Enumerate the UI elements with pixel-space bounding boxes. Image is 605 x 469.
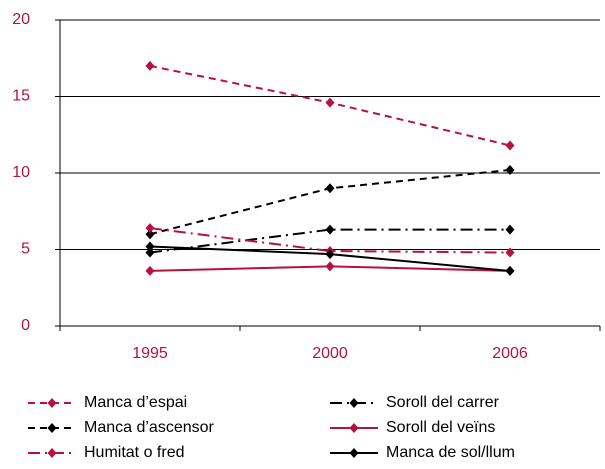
point — [145, 247, 155, 258]
y-tick-label: 20 — [12, 11, 30, 28]
x-tick-label: 1995 — [132, 345, 168, 362]
point — [145, 265, 155, 276]
point — [145, 60, 155, 71]
point — [325, 261, 335, 272]
legend-marker — [47, 448, 57, 458]
point — [325, 183, 335, 194]
legend-marker — [47, 398, 57, 408]
point — [145, 241, 155, 252]
point — [505, 140, 515, 151]
x-tick-label: 2000 — [312, 345, 348, 362]
point — [325, 224, 335, 235]
point — [505, 224, 515, 235]
legend-marker — [349, 423, 359, 433]
x-tick-label: 2006 — [492, 345, 528, 362]
point — [325, 249, 335, 260]
point — [145, 223, 155, 234]
legend-label: Soroll del veïns — [386, 419, 495, 436]
series-line — [149, 168, 511, 236]
point — [505, 164, 515, 175]
legend-label: Humitat o fred — [84, 444, 184, 461]
legend-marker — [47, 423, 57, 433]
legend-label: Soroll del carrer — [386, 394, 500, 411]
legend-label: Manca d’espai — [84, 394, 187, 411]
y-tick-label: 10 — [12, 164, 30, 181]
point — [505, 265, 515, 276]
y-tick-label: 15 — [12, 88, 30, 105]
y-tick-label: 0 — [21, 317, 30, 334]
legend-marker — [349, 398, 359, 408]
point — [145, 229, 155, 240]
point — [505, 247, 515, 258]
legend-label: Manca d’ascensor — [84, 419, 215, 436]
legend-label: Manca de sol/llum — [386, 444, 515, 461]
point — [325, 97, 335, 108]
legend-marker — [349, 448, 359, 458]
y-tick-label: 5 — [21, 241, 30, 258]
